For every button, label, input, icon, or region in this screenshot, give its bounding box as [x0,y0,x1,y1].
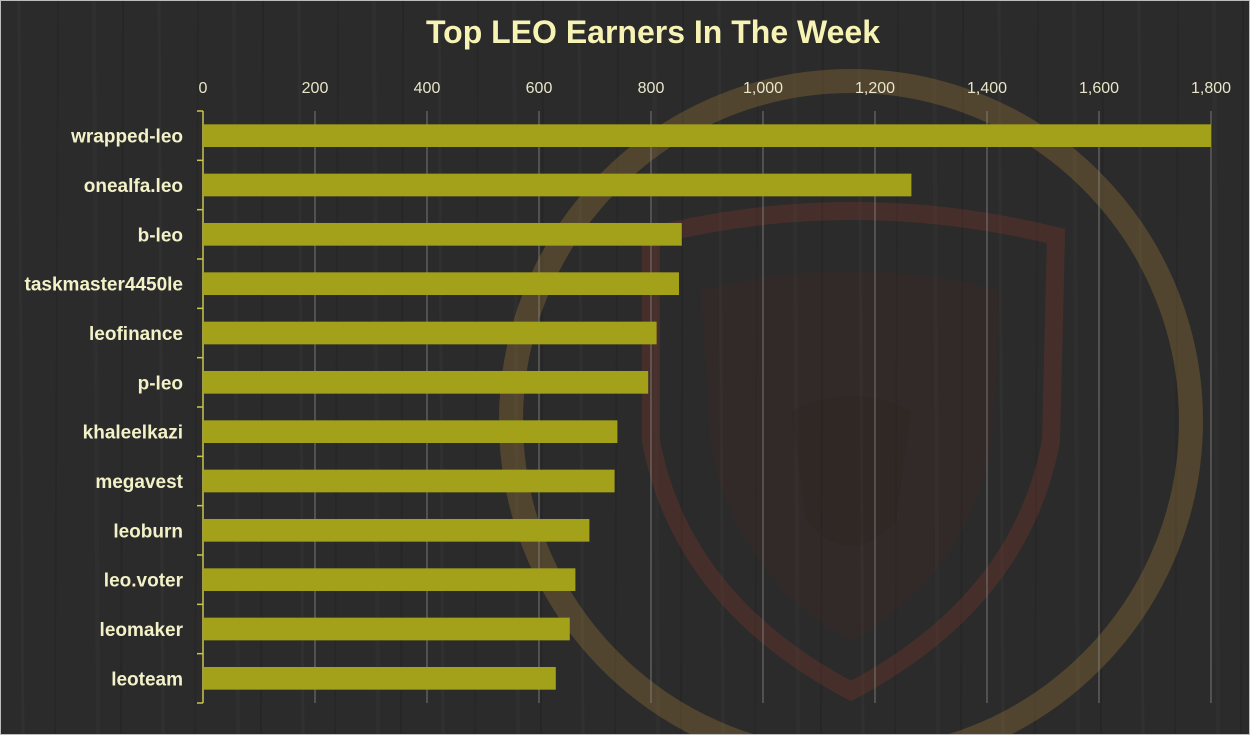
x-tick-label: 1,800 [1191,80,1231,97]
bar [204,518,590,542]
category-label: wrapped-leo [70,127,183,148]
bar [204,370,649,394]
bar [204,173,912,197]
x-tick-label: 1,400 [967,80,1007,97]
lion-shield-watermark-icon [499,69,1203,734]
x-tick-label: 400 [414,80,441,97]
x-tick-label: 0 [199,80,208,97]
category-label: khaleelkazi [83,423,183,444]
category-label: p-leo [138,373,183,394]
bar [204,321,657,345]
category-label: onealfa.leo [84,176,183,197]
bar [204,568,576,592]
category-label: b-leo [138,225,183,246]
bar [204,617,570,641]
x-tick-label: 1,600 [1079,80,1119,97]
bar [204,420,618,444]
bar [204,222,682,246]
category-label: leo.voter [104,571,184,592]
category-label: leomaker [100,620,184,641]
x-tick-label: 1,200 [855,80,895,97]
chart-title: Top LEO Earners In The Week [426,14,880,50]
category-label: leoburn [113,521,183,542]
x-tick-label: 200 [302,80,329,97]
bar [204,272,679,296]
bar [204,666,556,690]
category-label: megavest [95,472,183,493]
bar [204,469,615,493]
bar [204,124,1211,148]
x-tick-label: 800 [638,80,665,97]
x-tick-label: 600 [526,80,553,97]
category-label: leoteam [111,669,183,690]
category-label: taskmaster4450le [25,275,183,296]
x-tick-label: 1,000 [743,80,783,97]
category-label: leofinance [89,324,183,345]
